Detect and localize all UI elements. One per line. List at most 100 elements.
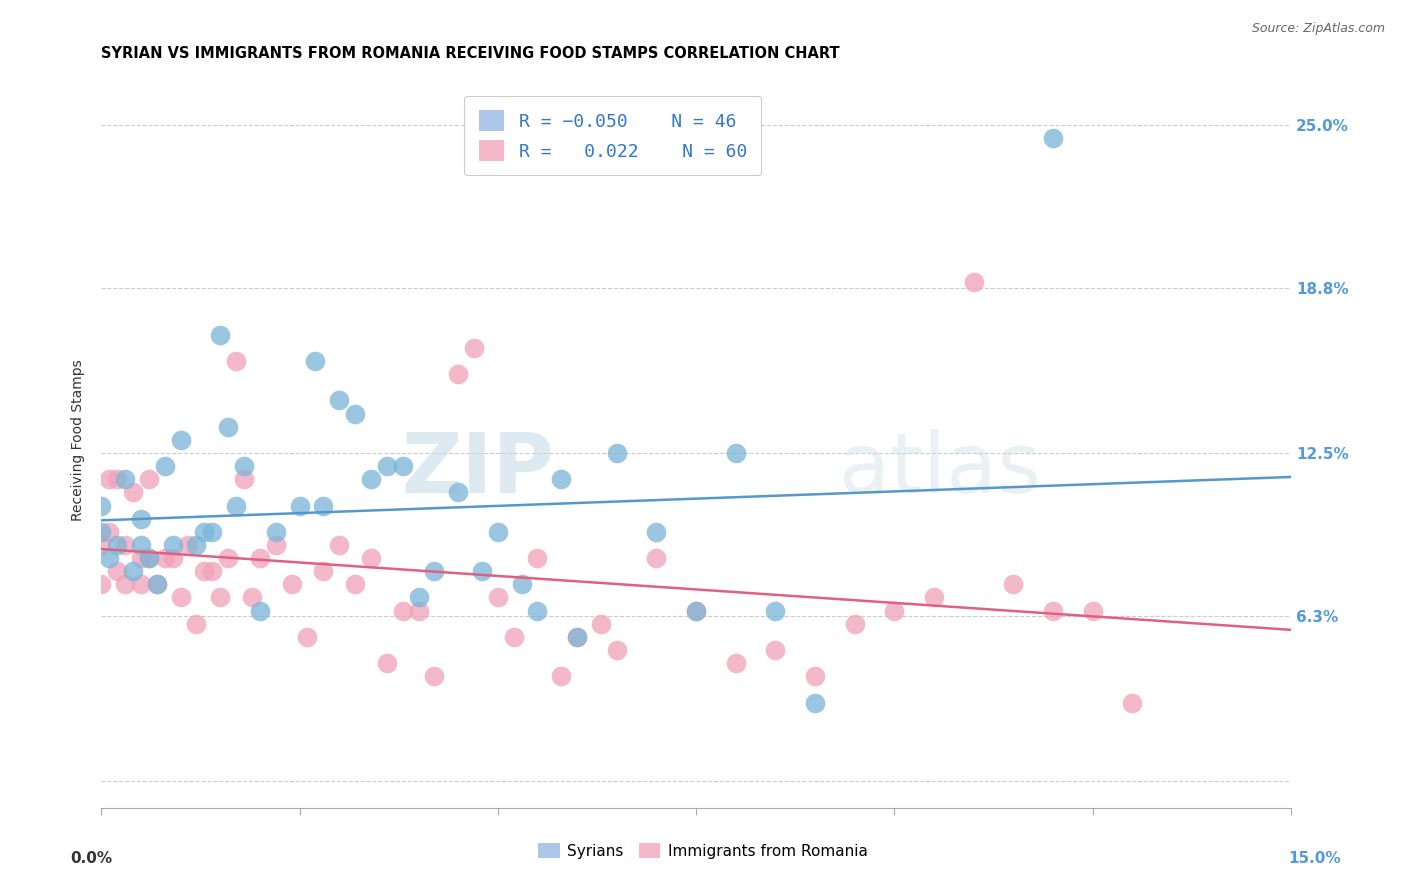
Point (98, 472, 121, 486)
Point (391, 459, 413, 474)
Point (804, 696, 827, 710)
Point (98, 524, 121, 539)
Point (145, 577, 167, 591)
Point (233, 472, 256, 486)
Point (328, 538, 350, 552)
Point (765, 643, 787, 657)
Point (201, 564, 224, 578)
Text: Source: ZipAtlas.com: Source: ZipAtlas.com (1251, 22, 1385, 36)
Point (217, 419, 239, 434)
Point (153, 551, 176, 566)
Point (225, 499, 247, 513)
Point (129, 577, 152, 591)
Point (201, 524, 224, 539)
Point (169, 433, 191, 447)
Point (565, 630, 588, 644)
Point (423, 564, 446, 578)
Point (233, 459, 256, 474)
Point (963, 275, 986, 289)
Point (408, 604, 430, 618)
Point (804, 669, 827, 683)
Point (186, 538, 208, 552)
Point (193, 564, 215, 578)
Point (565, 630, 588, 644)
Text: SYRIAN VS IMMIGRANTS FROM ROMANIA RECEIVING FOOD STAMPS CORRELATION CHART: SYRIAN VS IMMIGRANTS FROM ROMANIA RECEIV… (101, 46, 839, 62)
Point (138, 551, 160, 566)
Point (765, 604, 787, 618)
Point (1002, 577, 1025, 591)
Y-axis label: Receiving Food Stamps: Receiving Food Stamps (72, 359, 86, 521)
Point (145, 577, 167, 591)
Point (209, 327, 232, 342)
Point (138, 472, 160, 486)
Point (328, 393, 350, 408)
Point (423, 669, 446, 683)
Point (606, 446, 628, 460)
Point (724, 446, 747, 460)
Point (129, 511, 152, 525)
Point (344, 577, 367, 591)
Point (645, 551, 668, 566)
Point (288, 499, 311, 513)
Point (526, 604, 548, 618)
Point (375, 656, 398, 670)
Point (606, 643, 628, 657)
Point (589, 616, 612, 631)
Point (122, 485, 145, 500)
Point (114, 538, 136, 552)
Point (209, 591, 232, 605)
Text: ZIP: ZIP (401, 429, 554, 510)
Point (1042, 604, 1064, 618)
Point (129, 551, 152, 566)
Point (502, 630, 524, 644)
Point (162, 551, 184, 566)
Point (193, 524, 215, 539)
Point (1081, 604, 1104, 618)
Point (114, 472, 136, 486)
Point (375, 459, 398, 474)
Point (312, 499, 335, 513)
Point (105, 564, 128, 578)
Point (122, 564, 145, 578)
Point (264, 538, 287, 552)
Point (486, 524, 509, 539)
Point (550, 669, 572, 683)
Point (312, 564, 335, 578)
Point (240, 591, 263, 605)
Point (186, 616, 208, 631)
Point (447, 485, 470, 500)
Point (844, 616, 866, 631)
Point (471, 564, 494, 578)
Point (486, 591, 509, 605)
Point (526, 551, 548, 566)
Point (645, 524, 668, 539)
Point (391, 604, 413, 618)
Text: atlas: atlas (839, 429, 1040, 510)
Text: 0.0%: 0.0% (70, 852, 112, 866)
Point (922, 591, 945, 605)
Point (225, 354, 247, 368)
Point (90, 524, 112, 539)
Point (169, 591, 191, 605)
Point (447, 367, 470, 381)
Point (344, 407, 367, 421)
Point (90, 577, 112, 591)
Point (280, 577, 302, 591)
Point (304, 354, 326, 368)
Point (129, 538, 152, 552)
Point (105, 472, 128, 486)
Point (685, 604, 707, 618)
Point (264, 524, 287, 539)
Point (360, 551, 382, 566)
Point (249, 551, 271, 566)
Legend: R = −0.050    N = 46, R =   0.022    N = 60: R = −0.050 N = 46, R = 0.022 N = 60 (464, 95, 762, 176)
Point (153, 459, 176, 474)
Point (114, 577, 136, 591)
Point (177, 538, 200, 552)
Point (105, 538, 128, 552)
Point (98, 551, 121, 566)
Point (1042, 130, 1064, 145)
Text: 15.0%: 15.0% (1288, 852, 1341, 866)
Point (90, 499, 112, 513)
Point (217, 551, 239, 566)
